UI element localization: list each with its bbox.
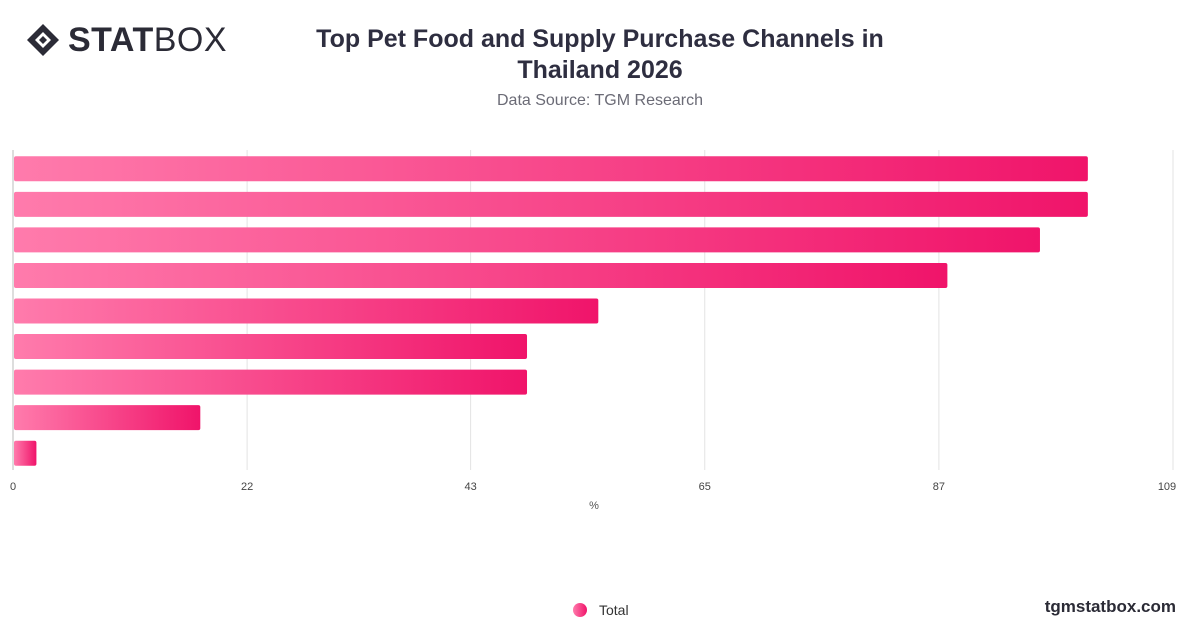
bar[interactable] — [14, 262, 948, 288]
x-tick-label: 0 — [10, 481, 16, 493]
legend-swatch — [573, 603, 587, 617]
bar[interactable] — [14, 369, 528, 395]
footer-site: tgmstatbox.com — [1044, 597, 1176, 616]
bar[interactable] — [14, 440, 37, 466]
bar[interactable] — [14, 334, 528, 360]
chart-title: Top Pet Food and Supply Purchase Channel… — [316, 25, 884, 84]
x-tick-label: 22 — [241, 481, 253, 493]
bar[interactable] — [14, 191, 1088, 217]
brand-logo: STATBOX — [26, 22, 227, 58]
diamond-logo-icon — [27, 24, 59, 56]
x-tick-label: 87 — [933, 481, 945, 493]
bars — [14, 156, 1088, 466]
x-tick-label: 109 — [1158, 481, 1176, 493]
x-axis-ticks: 0 22 43 65 87 109 — [10, 481, 1176, 493]
legend-label-total: Total — [599, 602, 629, 618]
bar[interactable] — [14, 298, 599, 324]
bar[interactable] — [14, 405, 201, 431]
bar[interactable] — [14, 227, 1040, 253]
legend[interactable]: Total — [573, 602, 629, 618]
x-axis-label: % — [589, 500, 599, 512]
x-tick-label: 43 — [464, 481, 476, 493]
logo-wordmark: STATBOX — [68, 21, 228, 59]
x-tick-label: 65 — [699, 481, 711, 493]
bar[interactable] — [14, 156, 1088, 182]
chart-subtitle: Data Source: TGM Research — [496, 92, 703, 109]
